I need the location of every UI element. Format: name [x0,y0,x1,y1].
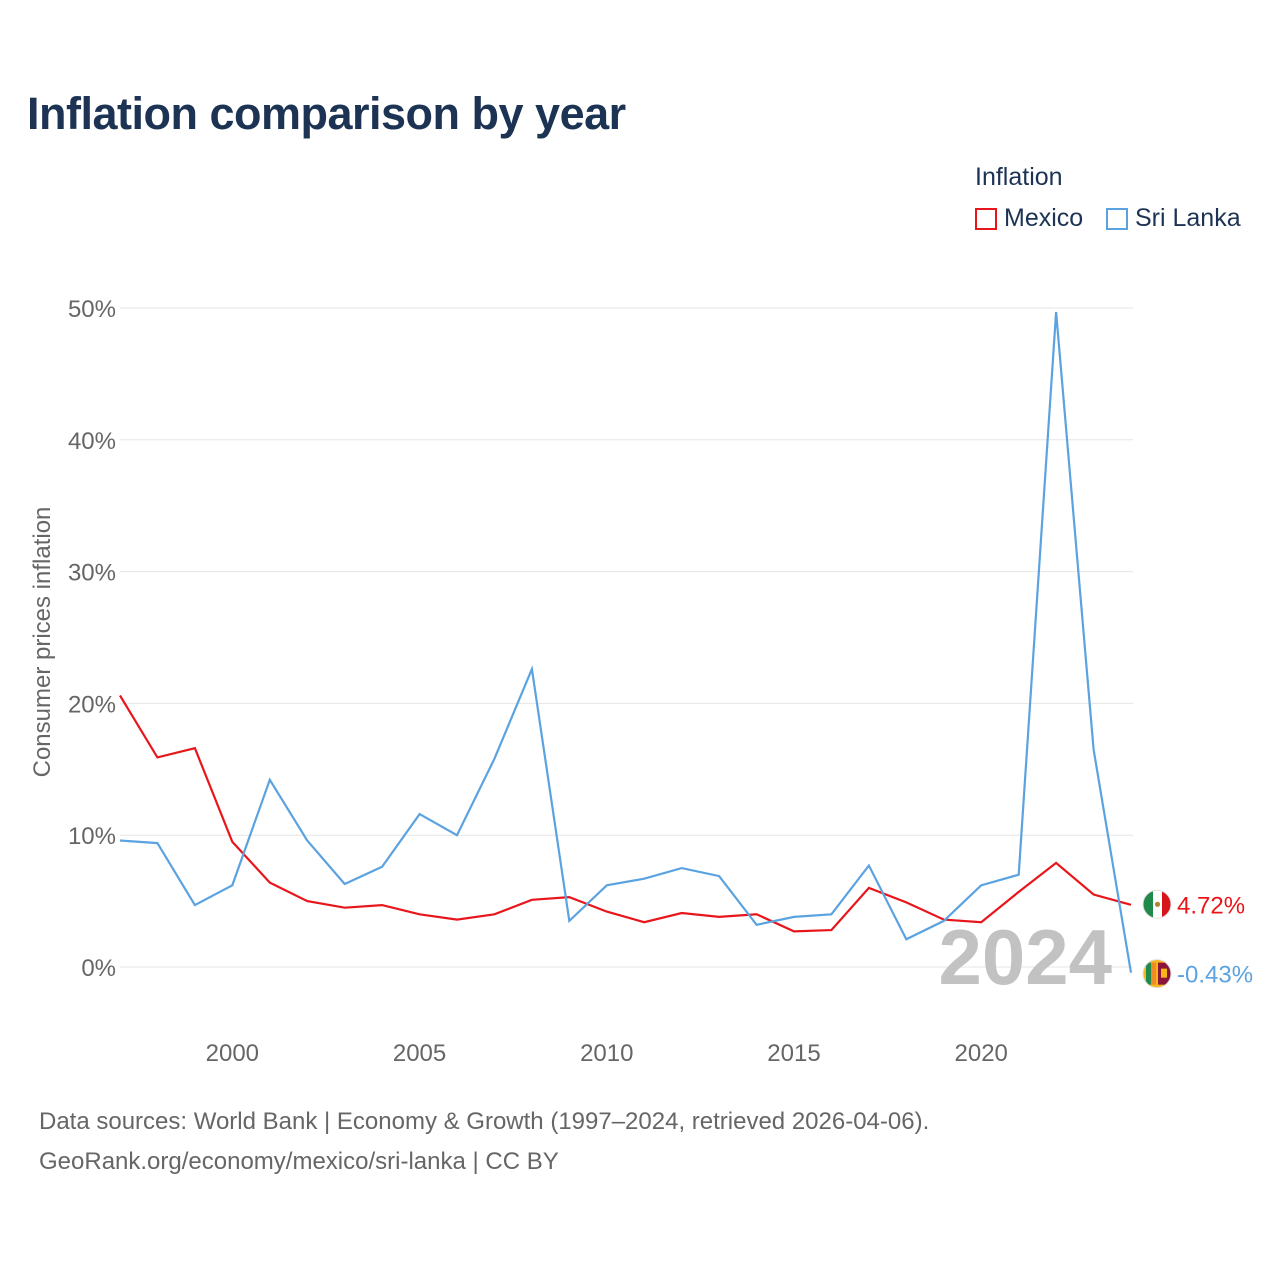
y-tick-label: 30% [68,560,116,587]
source-link[interactable]: GeoRank.org/economy/mexico/sri-lanka | C… [39,1148,559,1175]
x-tick-label: 2020 [955,1040,1008,1067]
legend-label-sri-lanka: Sri Lanka [1135,204,1241,232]
x-axis-ticks: 2000 2005 2010 2015 2020 [206,1040,1008,1067]
x-tick-label: 2005 [393,1040,446,1067]
x-tick-label: 2010 [580,1040,633,1067]
legend-label-mexico: Mexico [1004,204,1084,232]
y-axis-ticks: 0% 10% 20% 30% 40% 50% [68,296,116,982]
series-end-markers: 4.72% -0.43% [1142,889,1253,989]
series-line-mexico [119,694,1132,933]
legend-swatch-mexico [975,207,997,230]
legend-item-mexico[interactable]: Mexico [975,204,1083,233]
x-tick-label: 2000 [206,1040,259,1067]
data-source-text: Data sources: World Bank | Economy & Gro… [39,1108,930,1135]
grid-lines [120,307,1133,968]
end-label-sri-lanka: -0.43% [1177,962,1253,989]
y-tick-label: 0% [81,955,116,982]
end-label-mexico: 4.72% [1177,892,1245,919]
y-tick-label: 10% [68,823,116,850]
y-tick-label: 40% [68,428,116,455]
y-tick-label: 20% [68,691,116,718]
series-line-sri-lanka [119,311,1133,973]
y-tick-label: 50% [68,296,116,323]
x-tick-label: 2015 [767,1040,820,1067]
series-lines [119,311,1133,973]
year-watermark: 2024 [938,913,1112,1001]
legend-title: Inflation [975,163,1063,191]
mexico-flag-icon [1142,889,1172,919]
y-axis-label: Consumer prices inflation [29,507,56,778]
legend-item-sri-lanka[interactable]: Sri Lanka [1106,204,1241,233]
chart-title: Inflation comparison by year [27,88,626,139]
sri-lanka-flag-icon [1142,959,1172,989]
legend-swatch-sri-lanka [1106,207,1128,230]
